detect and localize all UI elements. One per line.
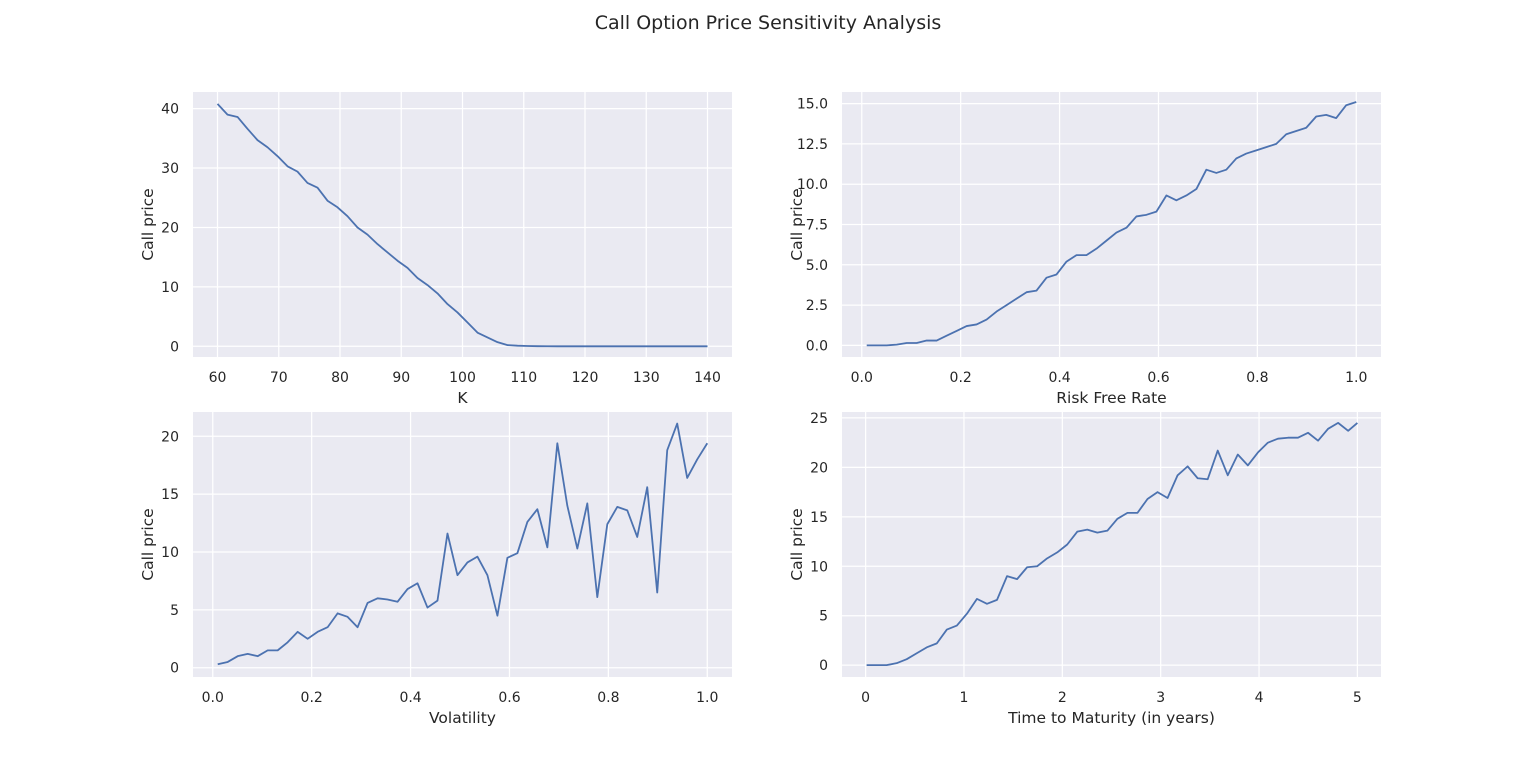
y-tick-label: 10 (810, 559, 828, 575)
x-axis-label: Risk Free Rate (1056, 389, 1166, 407)
y-tick-label: 0 (819, 658, 828, 674)
x-tick-label: 0.0 (202, 690, 224, 706)
subplot-3: 0.0 0.2 0.4 0.6 0.8 1.0 0 5 10 15 20 Volatility Call… (139, 412, 732, 727)
y-tick-label: 40 (161, 102, 179, 118)
x-tick-label: 0.2 (950, 370, 972, 386)
x-tick-label: 0.8 (597, 690, 619, 706)
x-tick-label: 5 (1353, 690, 1362, 706)
y-tick-label: 20 (161, 220, 179, 236)
y-axis-label: Call price (139, 508, 157, 580)
y-tick-label: 5 (170, 603, 179, 619)
y-tick-label: 15 (161, 487, 179, 503)
y-tick-label: 5 (819, 609, 828, 625)
x-tick-label: 0.4 (399, 690, 421, 706)
plot-area (842, 412, 1381, 677)
y-tick-label: 5.0 (806, 258, 828, 274)
y-tick-label: 7.5 (806, 218, 828, 234)
series-line (866, 101, 1357, 347)
x-tick-label: 2 (1058, 690, 1067, 706)
y-axis-label: Call price (139, 188, 157, 260)
x-tick-label: 80 (331, 370, 349, 386)
x-tick-label: 70 (270, 370, 288, 386)
y-tick-label: 10.0 (797, 177, 828, 193)
x-tick-label: 1 (960, 690, 969, 706)
y-tick-label: 2.5 (806, 298, 828, 314)
y-axis-label: Call price (788, 508, 806, 580)
x-tick-label: 1.0 (1345, 370, 1367, 386)
series-line (866, 421, 1358, 667)
x-tick-label: 130 (633, 370, 660, 386)
series-line (217, 422, 709, 666)
y-tick-label: 0.0 (806, 338, 828, 354)
x-tick-label: 90 (392, 370, 410, 386)
x-tick-label: 140 (694, 370, 721, 386)
x-tick-label: 110 (510, 370, 537, 386)
subplot-2: 0.0 0.2 0.4 0.6 0.8 1.0 0.0 2.5 5.0 7.5 10.0 12.5 15… (788, 92, 1381, 407)
x-tick-label: 3 (1156, 690, 1165, 706)
y-axis-label: Call price (788, 188, 806, 260)
x-tick-label: 0.6 (498, 690, 520, 706)
x-tick-label: 0.0 (851, 370, 873, 386)
y-tick-label: 10 (161, 280, 179, 296)
y-tick-label: 15 (810, 510, 828, 526)
y-tick-label: 15.0 (797, 97, 828, 113)
x-tick-label: 0.6 (1147, 370, 1169, 386)
y-tick-label: 30 (161, 161, 179, 177)
y-tick-label: 10 (161, 545, 179, 561)
subplot-1: 60 70 80 90 100 110 120 130 140 0 10 20 30 40 K Call pr… (139, 92, 732, 407)
figure-title: Call Option Price Sensitivity Analysis (595, 12, 942, 34)
y-tick-label: 25 (810, 411, 828, 427)
x-tick-label: 0 (861, 690, 870, 706)
y-tick-label: 20 (161, 429, 179, 445)
y-tick-label: 0 (170, 661, 179, 677)
x-tick-label: 120 (572, 370, 599, 386)
x-tick-label: 0.2 (301, 690, 323, 706)
x-tick-label: 0.8 (1246, 370, 1268, 386)
series-line (216, 103, 708, 348)
y-tick-label: 12.5 (797, 137, 828, 153)
x-axis-label: Time to Maturity (in years) (1007, 709, 1215, 727)
y-tick-label: 20 (810, 460, 828, 476)
x-tick-label: 60 (209, 370, 227, 386)
x-tick-label: 1.0 (696, 690, 718, 706)
subplot-4: 0 1 2 3 4 5 0 5 10 15 20 25 Time to Maturity (in yea… (788, 411, 1381, 727)
y-tick-label: 0 (170, 339, 179, 355)
x-tick-label: 100 (449, 370, 476, 386)
plot-area (193, 412, 732, 677)
x-tick-label: 0.4 (1048, 370, 1070, 386)
x-axis-label: Volatility (429, 709, 496, 727)
x-tick-label: 4 (1255, 690, 1264, 706)
x-axis-label: K (457, 389, 468, 407)
